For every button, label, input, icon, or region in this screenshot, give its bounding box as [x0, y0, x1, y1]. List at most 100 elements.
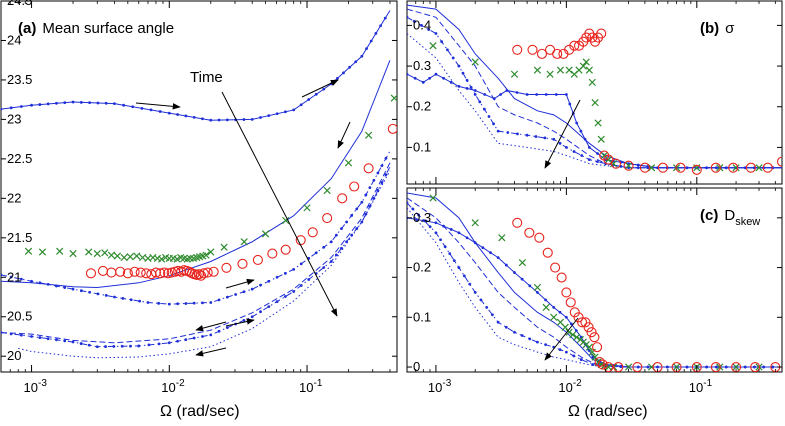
line-marker-dot — [192, 336, 196, 340]
y-tick-label: 0.1 — [413, 139, 431, 154]
data-point-circle — [776, 156, 782, 167]
y-tick-label: 0.3 — [413, 210, 431, 225]
data-point-cross — [716, 363, 724, 371]
line-marker-dot — [120, 344, 124, 348]
line-marker-dot — [104, 101, 108, 105]
data-point-cross — [344, 159, 353, 167]
line-marker-dot — [355, 207, 359, 211]
data-point-circle — [710, 162, 721, 173]
data-point-cross — [303, 204, 311, 212]
series-dash-dot-line — [1, 150, 391, 305]
line-marker-dot — [564, 350, 568, 354]
data-point-cross — [556, 66, 565, 74]
data-point-circle — [349, 181, 360, 192]
line-marker-dot — [129, 344, 132, 348]
line-marker-dot — [348, 65, 352, 69]
line-marker-dot — [407, 72, 409, 76]
panel-c-xlabel: Ω (rad/sec) — [568, 403, 648, 420]
data-point-cross — [569, 331, 577, 339]
line-marker-dot — [322, 266, 326, 269]
x-tick-label: 10-3 — [428, 378, 452, 395]
line-marker-dot — [355, 227, 359, 230]
y-tick-label: 0.2 — [413, 99, 431, 114]
line-marker-dot — [364, 193, 368, 197]
line-marker-dot — [468, 282, 472, 286]
line-marker-dot — [380, 181, 384, 184]
line-marker-dot — [434, 72, 438, 76]
line-marker-dot — [473, 291, 477, 294]
line-marker-dot — [434, 221, 438, 225]
line-marker-dot — [482, 107, 486, 111]
line-marker-dot — [360, 54, 364, 58]
y-tick-label: 20.5 — [7, 309, 32, 324]
panel-c-dskew: (c) Dskew Ω (rad/sec) 0 0.1 0.2 0.3 10-3 10-2 1… — [406, 187, 783, 420]
line-marker-dot — [112, 345, 116, 348]
data-point-circle — [556, 272, 567, 283]
line-marker-dot — [55, 101, 58, 105]
data-point-cross — [579, 62, 587, 70]
data-point-cross — [591, 353, 599, 361]
data-point-cross — [546, 70, 554, 78]
line-marker-dot — [442, 76, 445, 80]
line-marker-dot — [558, 141, 562, 145]
line-marker-dot — [71, 287, 75, 291]
line-marker-dot — [307, 278, 311, 281]
data-point-circle — [129, 266, 140, 277]
data-point-cross — [588, 348, 596, 356]
x-tick-exponent: -2 — [176, 378, 185, 389]
data-point-cross — [597, 135, 605, 143]
x-tick-label: 10-1 — [689, 378, 713, 395]
line-marker-dot — [322, 245, 326, 249]
svg-text:(b)σ: (b) σ — [700, 20, 735, 37]
line-marker-dot — [656, 365, 659, 369]
sweep-direction-arrow — [225, 278, 255, 289]
line-marker-dot — [636, 166, 640, 170]
line-marker-dot — [384, 173, 388, 177]
line-marker-dot — [267, 279, 271, 283]
line-marker-dot — [322, 87, 326, 91]
line-marker-dot — [335, 76, 339, 80]
data-point-circle — [710, 361, 721, 372]
line-marker-dot — [176, 302, 179, 306]
line-marker-dot — [1, 273, 3, 277]
data-point-circle — [524, 227, 535, 238]
line-marker-dot — [46, 337, 50, 341]
line-marker-dot — [636, 365, 640, 369]
data-point-circle — [155, 268, 166, 279]
line-marker-dot — [242, 318, 246, 322]
data-point-cross — [323, 186, 331, 195]
data-point-circle — [363, 163, 374, 174]
line-marker-dot — [485, 305, 489, 309]
data-point-circle — [603, 361, 614, 372]
line-marker-dot — [536, 340, 539, 344]
series-dashed-line — [407, 197, 782, 368]
line-marker-dot — [440, 40, 444, 44]
panel-c-title-sub: skew — [735, 216, 760, 228]
line-marker-dot — [535, 93, 539, 96]
data-point-cross — [672, 363, 681, 371]
line-marker-dot — [487, 115, 491, 118]
data-point-cross — [533, 66, 542, 74]
series-dash-dot-line — [407, 202, 782, 368]
data-point-cross — [594, 119, 602, 127]
line-marker-dot — [528, 337, 532, 341]
line-marker-dot — [449, 80, 453, 84]
line-marker-dot — [558, 310, 562, 314]
data-point-circle — [198, 268, 209, 279]
x-tick-exponent: -2 — [573, 378, 582, 389]
data-point-cross — [732, 363, 740, 371]
data-point-cross — [186, 254, 194, 262]
line-marker-dot — [209, 333, 213, 337]
line-marker-dot — [705, 365, 709, 369]
data-point-cross — [282, 216, 290, 225]
data-point-circle — [610, 158, 622, 169]
data-point-circle — [569, 40, 580, 51]
data-point-circle — [592, 342, 603, 353]
data-point-circle — [322, 213, 333, 224]
line-marker-dot — [329, 260, 333, 263]
data-point-cross — [429, 194, 437, 202]
line-marker-dot — [292, 108, 296, 112]
line-marker-dot — [434, 32, 438, 35]
line-marker-dot — [407, 201, 409, 205]
data-point-circle — [221, 262, 232, 273]
